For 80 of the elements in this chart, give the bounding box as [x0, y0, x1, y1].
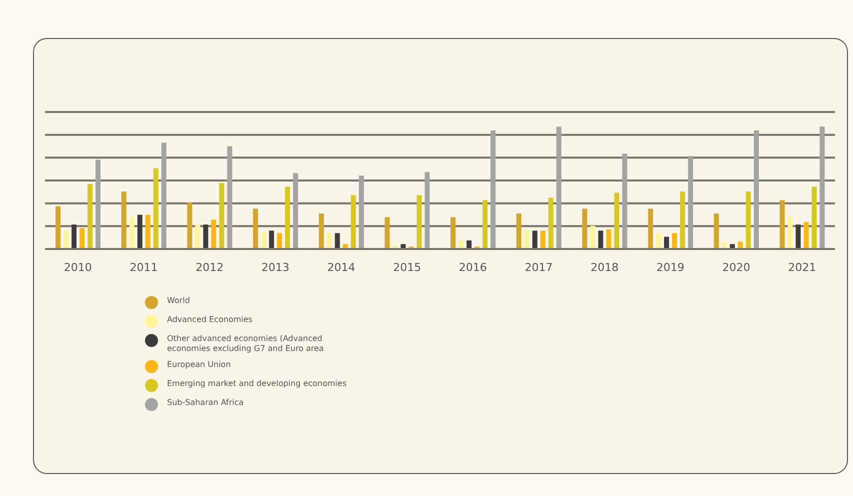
bar [269, 230, 274, 249]
bar [746, 192, 751, 249]
bar [664, 236, 670, 249]
x-tick-label: 2013 [261, 260, 290, 274]
bar [648, 208, 654, 249]
bar [788, 217, 793, 249]
x-tick-label: 2010 [64, 260, 92, 274]
bar [384, 217, 390, 249]
bar [161, 142, 166, 249]
bar [424, 172, 430, 249]
bar [532, 230, 538, 249]
bar [490, 130, 496, 249]
bar [680, 192, 686, 249]
bar [606, 229, 612, 249]
bar [796, 224, 801, 249]
bar [96, 160, 101, 249]
x-tick-label: 2019 [656, 260, 684, 274]
bar [293, 173, 298, 249]
bar [334, 233, 340, 249]
bar [318, 214, 324, 249]
legend-label: Emerging market and developing economies [167, 379, 348, 389]
bar [622, 154, 628, 249]
legend-label: World [167, 296, 191, 306]
bar [820, 126, 825, 249]
bar [195, 224, 200, 249]
x-tick-label: 2018 [590, 260, 619, 274]
bar [88, 184, 93, 249]
bar [516, 214, 522, 249]
bar [688, 156, 694, 249]
bar [64, 230, 69, 249]
bar [261, 232, 266, 249]
bar [145, 214, 150, 249]
bar [450, 217, 456, 249]
bar [754, 130, 759, 249]
bar [590, 226, 596, 249]
bar [804, 222, 809, 249]
bar [187, 202, 192, 249]
x-tick-label: 2021 [788, 260, 816, 274]
bar [524, 229, 530, 249]
bar [812, 186, 817, 249]
bar [582, 208, 588, 249]
bar [153, 168, 158, 249]
bar [137, 214, 142, 249]
x-tick-label: 2016 [458, 260, 487, 274]
legend-label: Sub-Saharan Africa [167, 398, 245, 408]
bar [656, 233, 662, 249]
bar [80, 228, 85, 249]
bar [211, 220, 216, 249]
bar [56, 206, 61, 249]
bar [227, 146, 232, 249]
legend-label: European Union [167, 360, 232, 370]
x-tick-label: 2014 [327, 260, 356, 274]
x-tick-label: 2020 [722, 260, 750, 274]
bar [540, 230, 546, 249]
bar [277, 233, 282, 249]
x-tick-label: 2017 [524, 260, 553, 274]
bar [482, 200, 488, 249]
bar [121, 192, 126, 249]
bar [203, 224, 208, 249]
x-tick-label: 2012 [196, 260, 224, 274]
bar [253, 208, 258, 249]
bar [285, 186, 290, 249]
bar [358, 176, 364, 249]
legend-label: Advanced Economies [167, 315, 254, 325]
bar [672, 233, 678, 249]
bar [598, 230, 604, 249]
x-tick-label: 2011 [130, 260, 158, 274]
bar [72, 224, 77, 249]
bar [129, 217, 134, 249]
bar [548, 198, 554, 249]
legend-label: Other advanced economies (Advanced economies excluding G7 and Euro area [167, 334, 325, 354]
bar [780, 200, 785, 249]
bar [416, 195, 422, 249]
bar [714, 214, 719, 249]
bar [219, 182, 224, 249]
bar [326, 233, 332, 249]
bar [350, 195, 356, 249]
x-tick-label: 2015 [393, 260, 422, 274]
bar [556, 126, 562, 249]
bar [614, 192, 620, 249]
